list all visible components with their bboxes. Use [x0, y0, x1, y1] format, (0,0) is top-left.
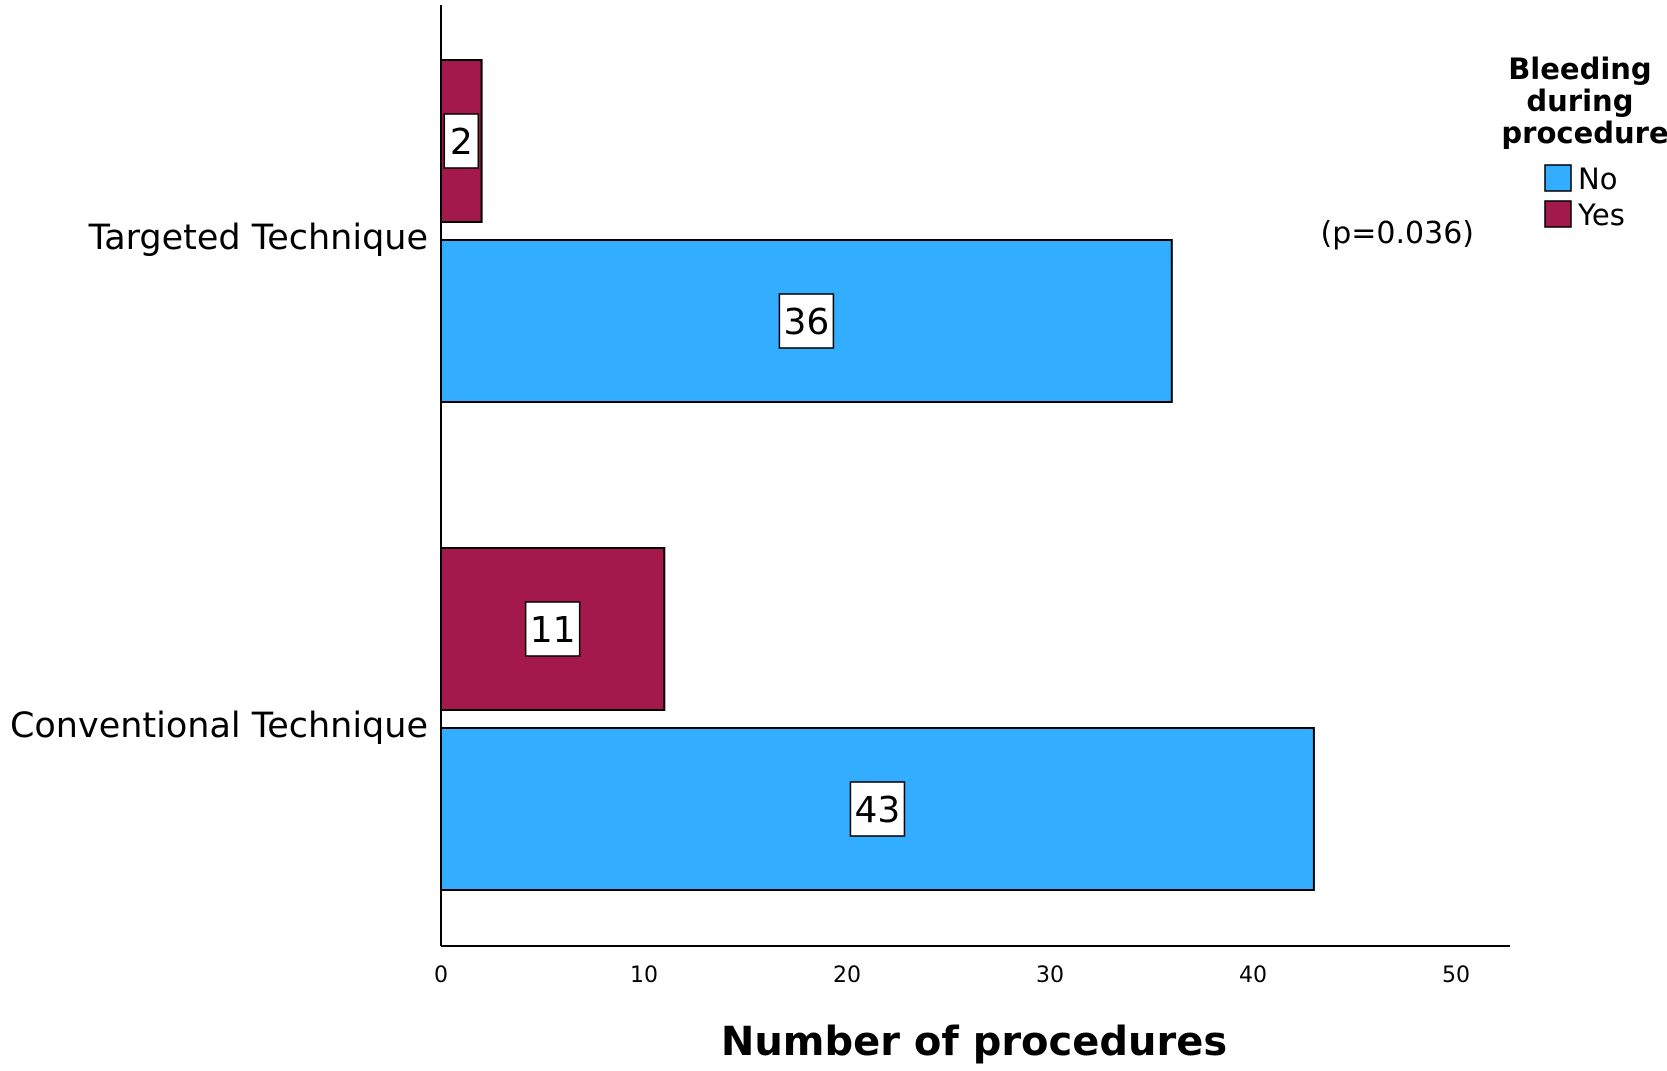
legend-label-no: No	[1578, 162, 1617, 196]
data-label-box	[443, 113, 480, 169]
x-tick-label: 30	[1036, 963, 1064, 988]
data-label-box	[524, 601, 581, 657]
category-labels-layer: Targeted Technique Conventional Technique	[10, 218, 428, 746]
x-tick-label: 10	[630, 963, 658, 988]
x-tick-label: 0	[434, 963, 448, 988]
data-label-targeted-technique-no: 36	[783, 302, 829, 343]
x-tick-label: 40	[1239, 963, 1267, 988]
data-label-box	[778, 293, 835, 349]
category-label: Targeted Technique	[88, 218, 428, 258]
p-value-annotation: (p=0.036)	[1321, 216, 1474, 251]
x-ticks-layer: 0 10 20 30 40 50	[434, 963, 1470, 988]
legend-swatch-no	[1544, 164, 1572, 192]
legend-title-line-2: during	[1526, 84, 1633, 118]
data-label-box	[849, 781, 906, 837]
legend-label-yes: Yes	[1577, 198, 1625, 232]
category-label: Conventional Technique	[10, 706, 428, 746]
x-tick-label: 50	[1442, 963, 1470, 988]
legend-title-line-3: procedure	[1501, 116, 1667, 150]
legend-title-line-1: Bleeding	[1508, 52, 1652, 86]
bars-layer	[440, 59, 1315, 891]
data-label-targeted-technique-yes: 2	[450, 122, 473, 163]
x-tick-label: 20	[833, 963, 861, 988]
legend-title: Bleeding during procedure	[1501, 52, 1667, 150]
legend-swatch-yes	[1544, 200, 1572, 228]
axes-layer	[440, 5, 1510, 947]
data-label-conventional-technique-yes: 11	[530, 610, 576, 651]
x-axis-title: Number of procedures	[721, 1019, 1227, 1065]
data-labels-layer: 2 36 11 43	[443, 113, 906, 837]
data-label-conventional-technique-no: 43	[855, 790, 901, 831]
